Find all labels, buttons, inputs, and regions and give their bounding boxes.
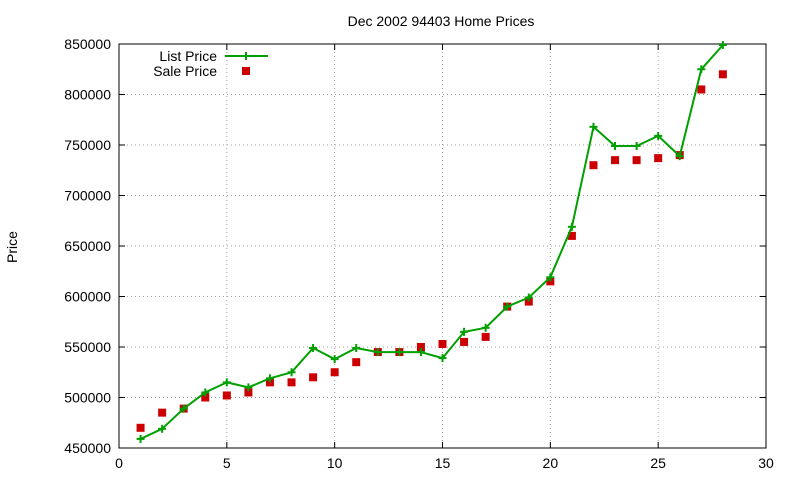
sale-price-point	[697, 85, 706, 94]
list-price-point	[546, 273, 555, 282]
data-series	[136, 41, 727, 443]
list-price-point	[503, 302, 512, 311]
sale-price-point	[611, 156, 620, 165]
list-price-line	[140, 44, 724, 440]
list-price-point	[287, 368, 296, 377]
sale-price-point	[589, 161, 598, 170]
y-tick-label: 750000	[64, 137, 111, 153]
list-price-point	[416, 348, 425, 357]
sale-price-point	[654, 154, 663, 163]
list-price-point	[309, 344, 318, 353]
sale-price-point	[438, 339, 447, 348]
legend-marker-sale-price	[242, 67, 250, 75]
y-axis-label: Price	[4, 231, 20, 263]
list-price-point	[718, 41, 727, 50]
list-price-point	[352, 344, 361, 353]
y-tick-label: 650000	[64, 238, 111, 254]
sale-price-point	[524, 297, 533, 306]
x-tick-label: 20	[543, 455, 559, 471]
list-price-point	[654, 131, 663, 140]
y-tick-label: 550000	[64, 339, 111, 355]
list-price-point	[373, 348, 382, 357]
x-tick-label: 25	[650, 455, 666, 471]
sale-price-point	[265, 378, 274, 387]
sale-price-point	[546, 277, 555, 286]
x-tick-label: 5	[223, 455, 231, 471]
y-tick-label: 450000	[64, 440, 111, 456]
list-price-point	[438, 354, 447, 363]
sale-price-point	[352, 358, 361, 367]
list-price-point	[481, 323, 490, 332]
legend-label-list-price: List Price	[159, 48, 217, 64]
list-price-point	[589, 122, 598, 131]
sale-price-point	[481, 332, 490, 341]
list-price-point	[158, 424, 167, 433]
list-price-point	[460, 327, 469, 336]
list-price-point	[675, 152, 684, 161]
list-price-point	[524, 293, 533, 302]
list-price-point	[265, 374, 274, 383]
sale-price-point	[287, 378, 296, 387]
list-price-point	[697, 65, 706, 74]
x-tick-label: 0	[115, 455, 123, 471]
x-tick-label: 30	[758, 455, 774, 471]
x-tick-label: 15	[435, 455, 451, 471]
list-price-point	[330, 355, 339, 364]
list-price-point	[222, 378, 231, 387]
legend-label-sale-price: Sale Price	[153, 63, 217, 79]
y-tick-label: 850000	[64, 36, 111, 52]
sale-price-point	[244, 388, 253, 397]
sale-price-point	[222, 391, 231, 400]
sale-price-point	[460, 337, 469, 346]
sale-price-point	[567, 231, 576, 240]
sale-price-point	[309, 373, 318, 382]
list-price-point	[395, 348, 404, 357]
y-tick-label: 700000	[64, 188, 111, 204]
list-price-point	[201, 388, 210, 397]
axis-ticks: 0 5 10 15 20 25 30 450000 500000 550000 600000 6500…	[64, 36, 774, 471]
list-price-point	[632, 142, 641, 151]
sale-price-point	[158, 408, 167, 417]
x-tick-label: 10	[327, 455, 343, 471]
sale-price-point	[330, 368, 339, 377]
list-price-point	[136, 434, 145, 443]
sale-price-point	[632, 156, 641, 165]
y-tick-label: 500000	[64, 390, 111, 406]
sale-price-point	[201, 393, 210, 402]
y-tick-label: 600000	[64, 289, 111, 305]
list-price-point	[244, 383, 253, 392]
y-tick-label: 800000	[64, 87, 111, 103]
sale-price-point	[718, 70, 727, 79]
list-price-point	[567, 222, 576, 231]
sale-price-point	[136, 423, 145, 432]
list-price-point	[611, 142, 620, 151]
chart-title: Dec 2002 94403 Home Prices	[348, 13, 535, 29]
sale-price-point	[416, 343, 425, 351]
list-price-point	[179, 404, 188, 413]
